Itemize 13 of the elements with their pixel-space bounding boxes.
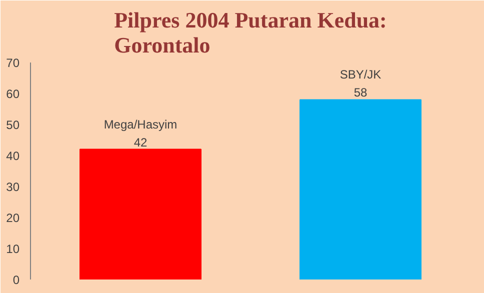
y-tick-label: 50 xyxy=(6,118,20,132)
y-tick-label: 70 xyxy=(6,56,20,70)
y-tick-label: 40 xyxy=(6,149,20,163)
y-tick-label: 60 xyxy=(6,87,20,101)
y-tick-label: 20 xyxy=(6,211,20,225)
data-label: 42 xyxy=(134,135,148,150)
x-tick-label: Mega/Hasyim xyxy=(104,117,178,132)
data-label: 58 xyxy=(354,86,368,100)
x-tick-label: SBY/JK xyxy=(340,68,382,82)
y-tick-label: 30 xyxy=(6,180,20,194)
chart-title: Pilpres 2004 Putaran Kedua: Gorontalo xyxy=(114,8,387,58)
y-tick-label: 0 xyxy=(12,273,20,287)
y-tick-label: 10 xyxy=(6,242,20,256)
